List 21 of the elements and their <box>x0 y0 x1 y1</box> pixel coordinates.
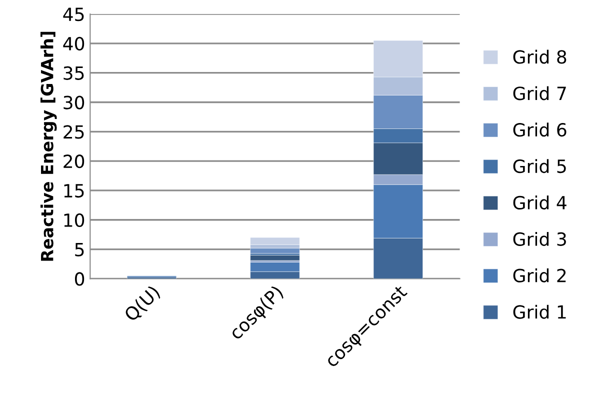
y-tick-label: 0 <box>74 272 84 286</box>
y-tick-label: 5 <box>75 242 84 256</box>
legend-label: Grid 7 <box>513 86 566 100</box>
y-tick-label: 15 <box>64 184 84 198</box>
legend-label: Grid 1 <box>513 304 566 319</box>
legend-label: Grid 8 <box>513 50 566 64</box>
legend-label: Grid 3 <box>513 232 566 246</box>
bar <box>250 248 300 254</box>
y-tick-label: 10 <box>64 213 84 227</box>
y-axis-title: Reactive Energy [GVArh] <box>40 32 57 261</box>
y-tick-label: 20 <box>64 154 84 168</box>
y-tick-label: 30 <box>64 96 84 110</box>
y-tick-label: 25 <box>64 125 84 139</box>
legend-label: Grid 4 <box>513 196 566 210</box>
legend-label: Grid 5 <box>513 159 566 174</box>
bar <box>250 237 300 245</box>
y-tick-label: 35 <box>64 66 84 80</box>
y-tick-label: 40 <box>63 36 84 51</box>
legend-label: Grid 2 <box>513 268 566 282</box>
y-tick-label: 45 <box>63 8 84 22</box>
legend-label: Grid 6 <box>513 122 566 137</box>
